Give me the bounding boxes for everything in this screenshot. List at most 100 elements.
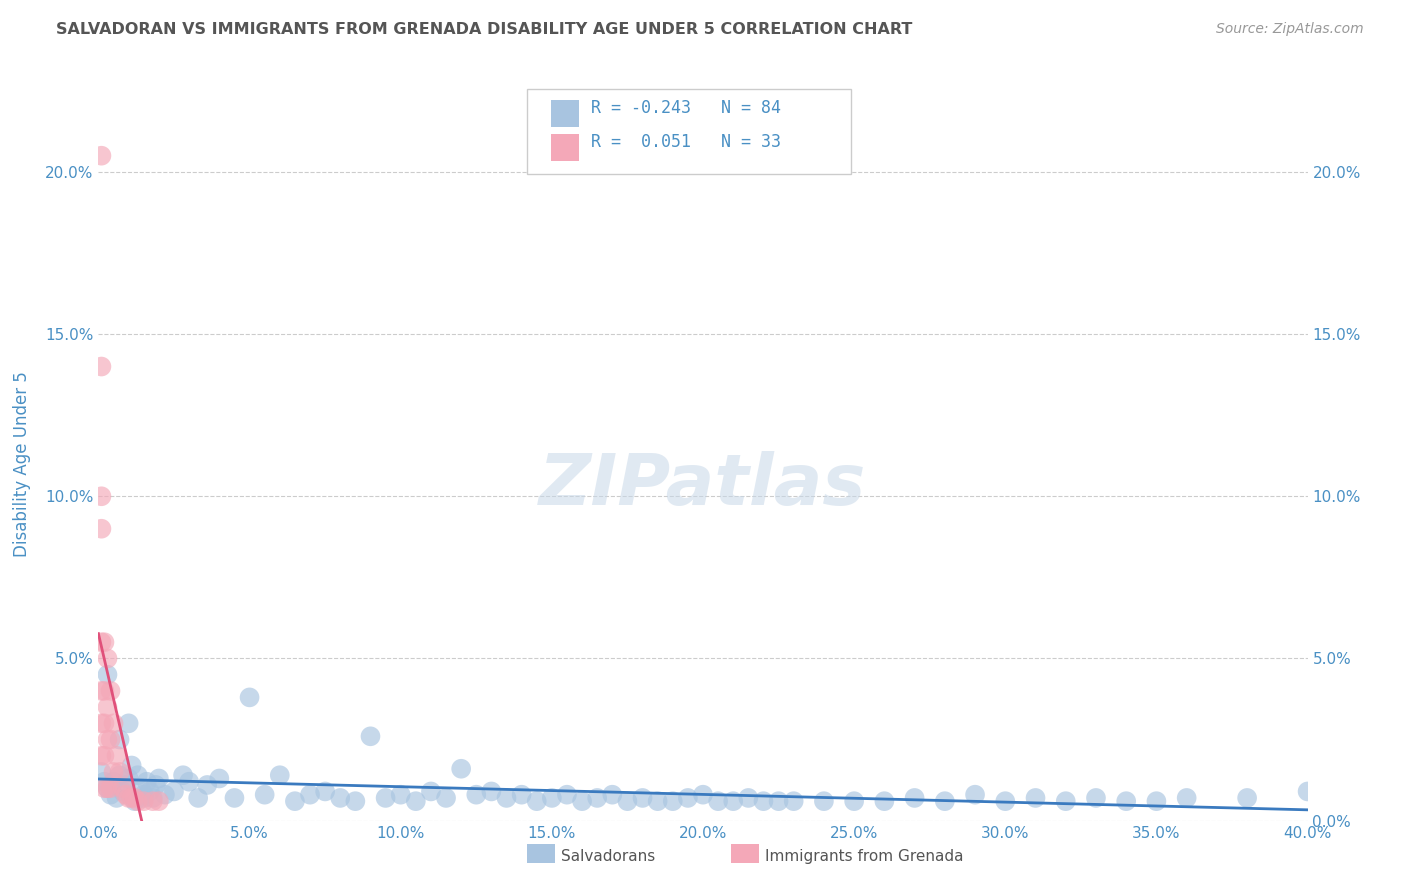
Text: Source: ZipAtlas.com: Source: ZipAtlas.com [1216,22,1364,37]
Point [114,788,136,802]
Text: Salvadorans: Salvadorans [561,849,655,863]
Point [571,794,593,808]
Point [93,781,115,796]
Point [111,781,134,796]
Point [707,794,730,808]
Point [90,359,112,374]
Point [124,791,146,805]
Point [100,684,122,698]
Point [344,794,367,808]
Point [555,788,578,802]
Point [253,788,276,802]
Point [481,784,503,798]
Point [284,794,307,808]
Point [631,791,654,805]
Point [1024,791,1046,805]
Text: R = -0.243   N = 84: R = -0.243 N = 84 [591,99,780,117]
Point [510,788,533,802]
Point [329,791,352,805]
Point [873,794,896,808]
Point [465,788,488,802]
Point [360,729,382,743]
Point [1054,794,1077,808]
Point [96,781,118,796]
Point [100,732,122,747]
Point [1144,794,1167,808]
Point [1236,791,1258,805]
Point [132,791,155,805]
Point [844,794,866,808]
Point [145,778,167,792]
Point [434,791,457,805]
Point [132,794,155,808]
Point [692,788,714,802]
Point [647,794,669,808]
Point [90,522,112,536]
Point [602,788,624,802]
Point [179,774,201,789]
Point [195,778,218,792]
Point [108,764,131,779]
Y-axis label: Disability Age Under 5: Disability Age Under 5 [13,371,31,557]
Point [374,791,396,805]
Text: SALVADORAN VS IMMIGRANTS FROM GRENADA DISABILITY AGE UNDER 5 CORRELATION CHART: SALVADORAN VS IMMIGRANTS FROM GRENADA DI… [56,22,912,37]
Point [153,788,176,802]
Point [586,791,609,805]
Point [1175,791,1198,805]
Point [90,489,112,503]
Point [93,635,115,649]
Point [1115,794,1137,808]
Point [783,794,806,808]
Point [105,791,128,805]
Point [540,791,562,805]
Point [208,772,231,786]
Point [420,784,443,798]
Point [148,772,170,786]
Point [904,791,927,805]
Point [135,774,157,789]
Point [90,635,112,649]
Point [132,788,155,802]
Point [1085,791,1108,805]
Point [100,781,122,796]
Point [96,732,118,747]
Point [239,690,262,705]
Point [108,732,131,747]
Point [105,748,128,763]
Point [118,716,141,731]
Text: ZIPatlas: ZIPatlas [540,450,866,520]
Point [269,768,291,782]
Point [90,748,112,763]
Point [172,768,194,782]
Point [90,764,112,779]
Point [676,791,699,805]
Point [90,716,112,731]
Point [1296,784,1319,798]
Point [405,794,427,808]
Point [752,794,775,808]
Point [108,768,131,782]
Point [299,788,322,802]
Point [965,788,987,802]
Point [139,784,162,798]
Point [118,791,141,805]
Point [96,781,118,796]
Point [934,794,956,808]
Point [389,788,412,802]
Point [994,794,1017,808]
Point [129,781,152,796]
Point [121,791,143,805]
Point [450,762,472,776]
Point [93,684,115,698]
Point [124,794,146,808]
Point [813,794,835,808]
Point [148,794,170,808]
Point [127,794,149,808]
Point [93,716,115,731]
Point [114,778,136,792]
Point [723,794,745,808]
Point [96,667,118,681]
Point [103,774,125,789]
Point [142,791,165,805]
Point [314,784,336,798]
